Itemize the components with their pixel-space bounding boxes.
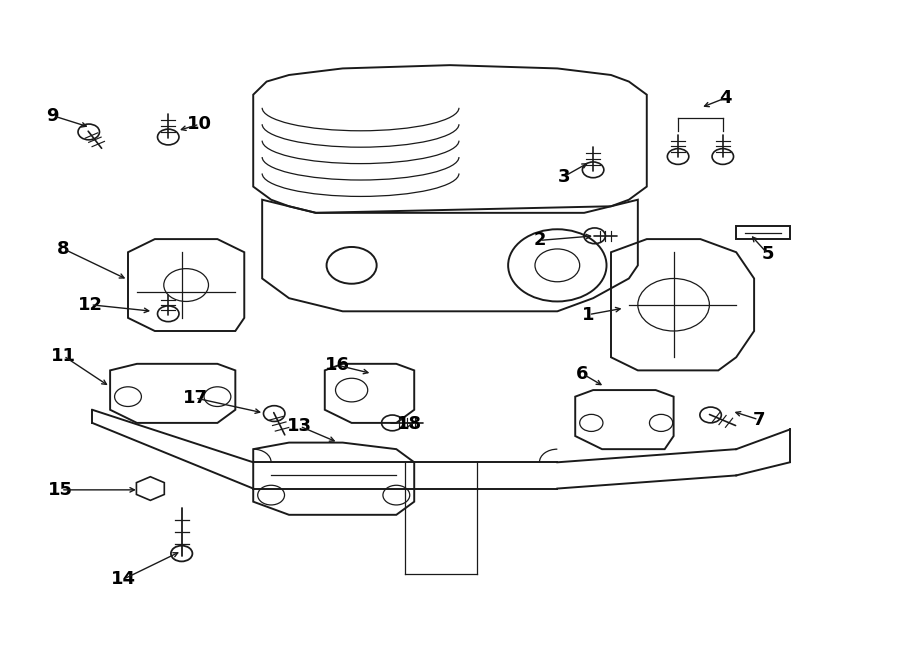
Text: 12: 12 (78, 296, 103, 314)
Text: 8: 8 (58, 240, 70, 258)
Text: 3: 3 (557, 167, 570, 186)
Text: 14: 14 (111, 570, 136, 588)
Text: 4: 4 (719, 89, 732, 107)
Text: 15: 15 (49, 481, 74, 499)
Text: 11: 11 (51, 347, 76, 365)
Text: 5: 5 (761, 244, 774, 263)
Text: 2: 2 (533, 232, 545, 250)
Text: 1: 1 (582, 306, 595, 324)
Text: 6: 6 (576, 365, 589, 383)
Text: 13: 13 (287, 417, 312, 435)
Text: 17: 17 (183, 389, 208, 407)
Text: 16: 16 (325, 356, 350, 374)
Text: 9: 9 (47, 107, 59, 124)
Text: 18: 18 (397, 415, 422, 433)
Text: 7: 7 (752, 410, 765, 428)
Text: 10: 10 (187, 115, 212, 133)
